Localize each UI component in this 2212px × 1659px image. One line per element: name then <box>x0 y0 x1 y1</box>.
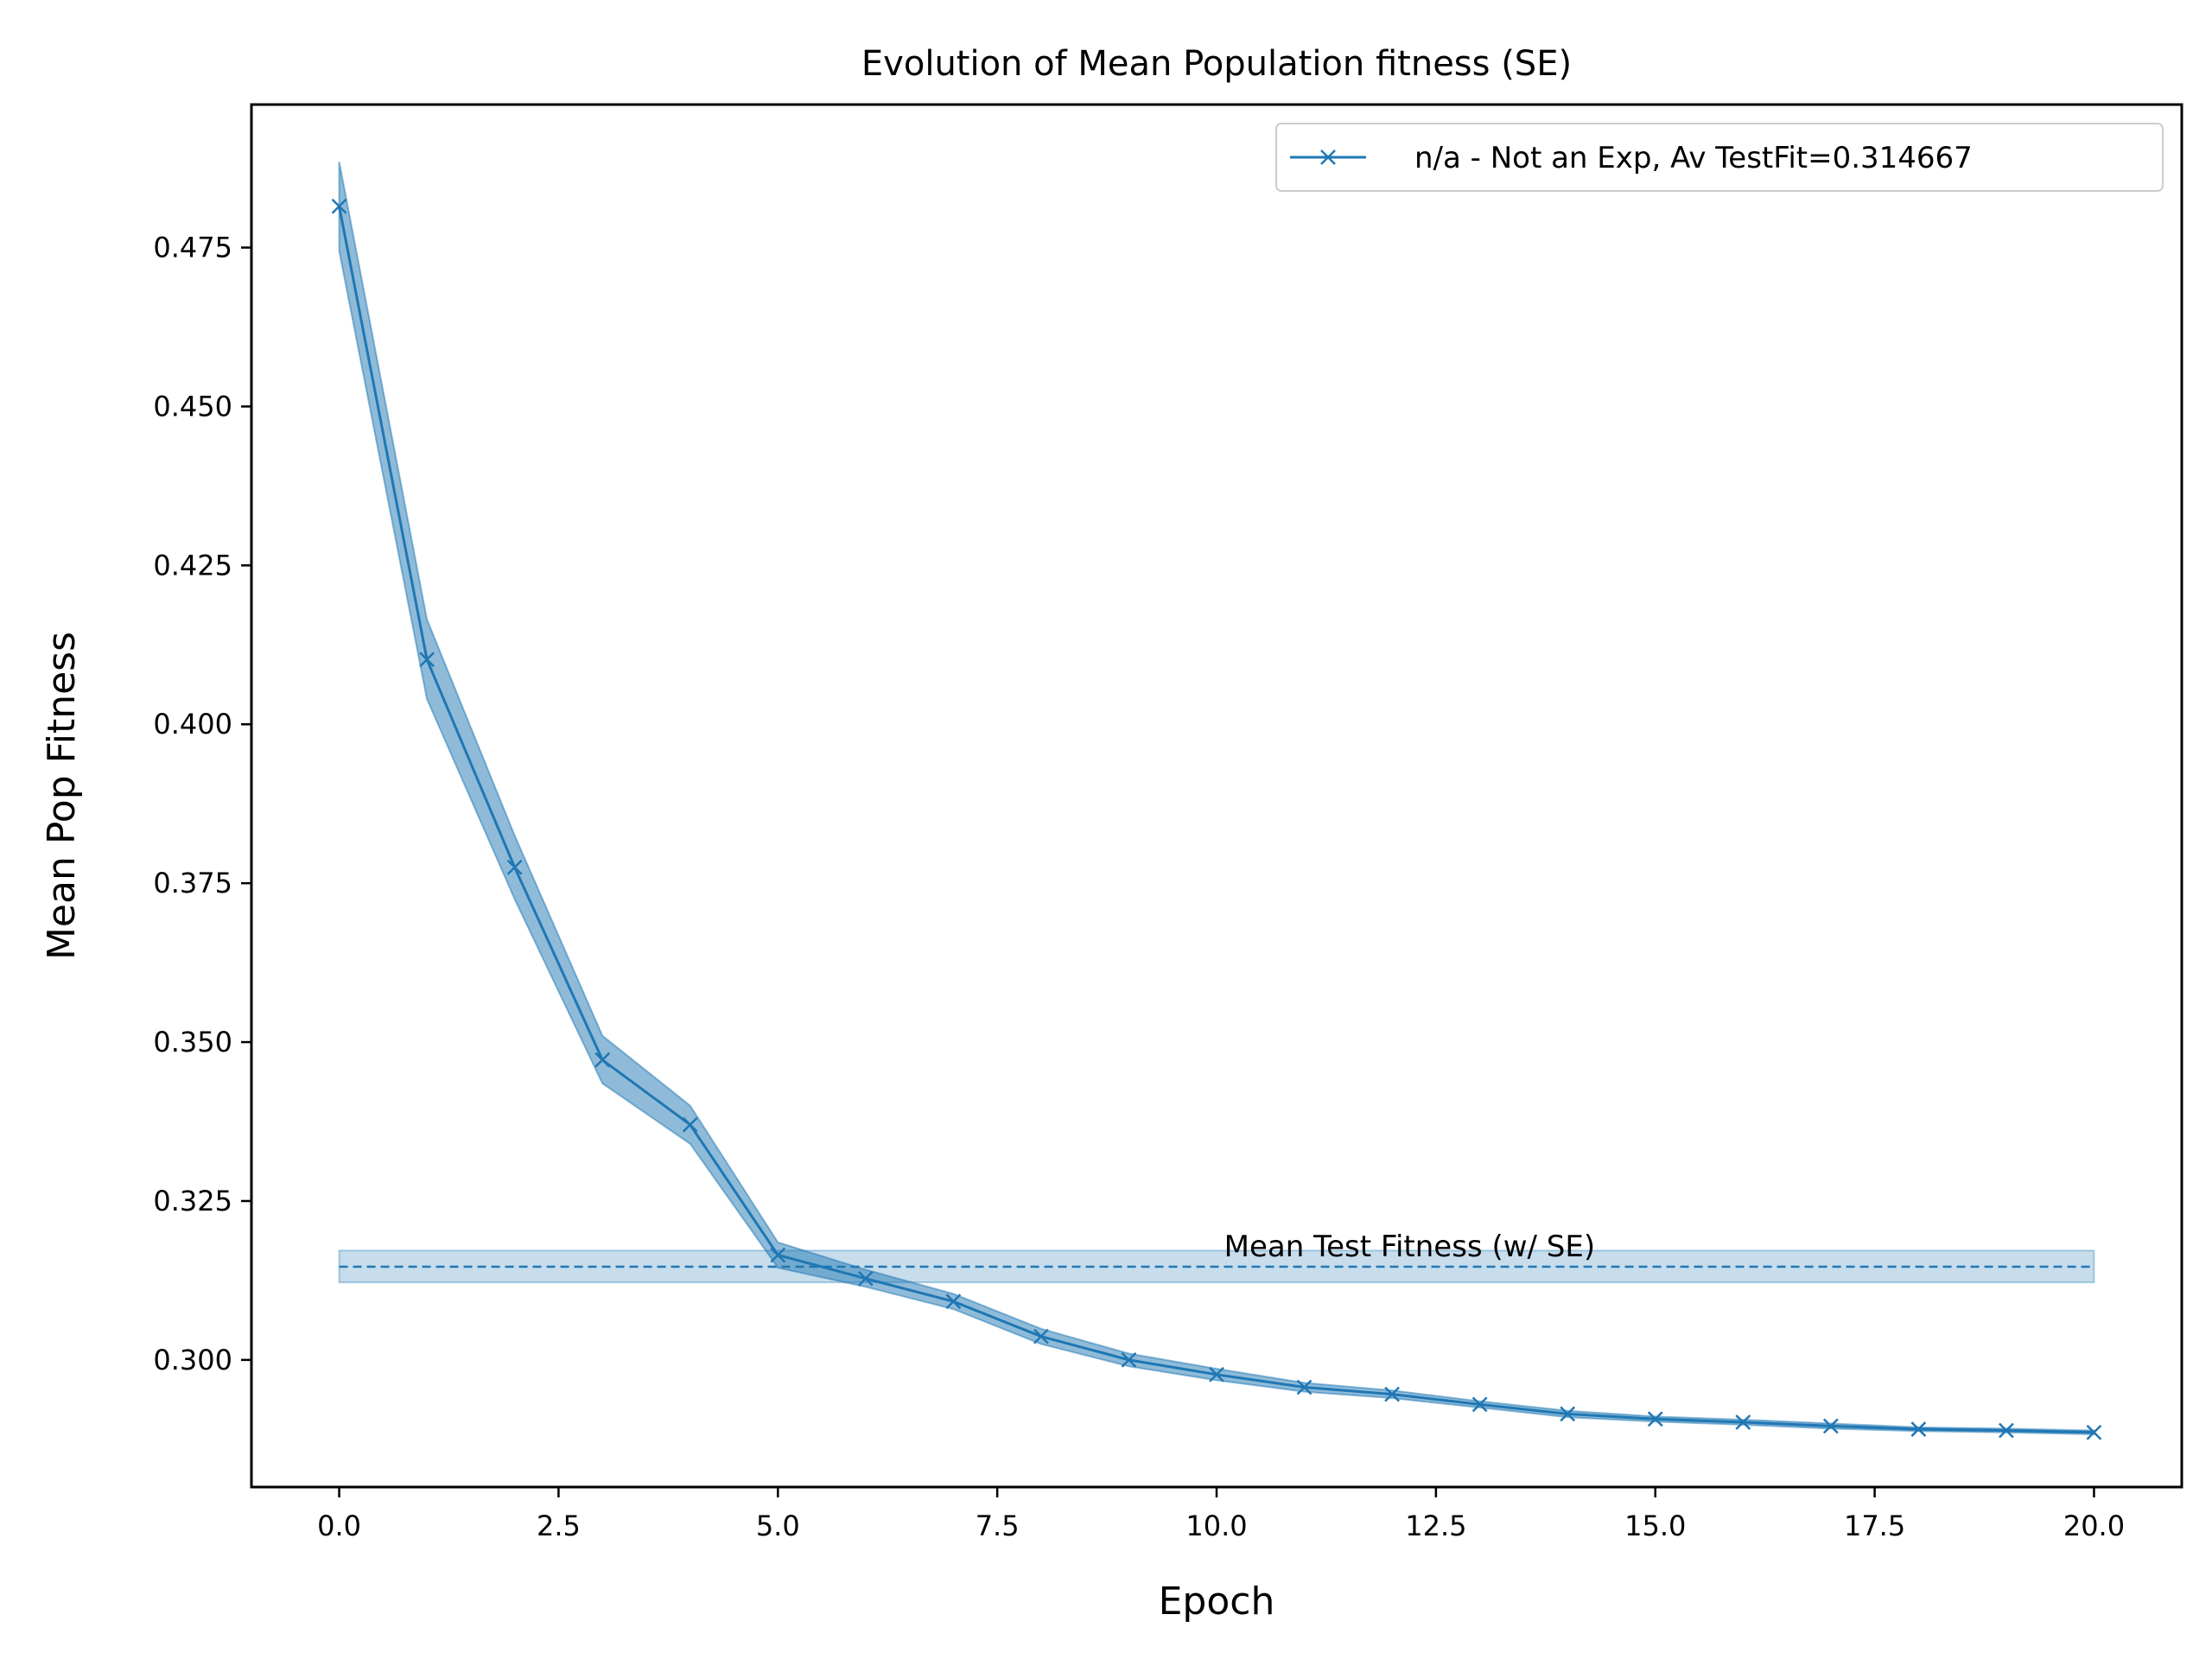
data-point-marker <box>1735 1414 1751 1430</box>
data-point-marker <box>594 1052 611 1068</box>
x-tick-label: 12.5 <box>1405 1510 1466 1542</box>
data-point-marker <box>1033 1328 1049 1344</box>
x-tick-label: 15.0 <box>1624 1510 1686 1542</box>
legend: n/a - Not an Exp, Av TestFit=0.314667 <box>1275 123 2164 192</box>
y-tick-label: 0.400 <box>153 708 232 741</box>
data-point-marker <box>331 198 347 214</box>
x-tick-label: 7.5 <box>976 1510 1020 1542</box>
data-point-marker <box>506 859 523 875</box>
y-tick-label: 0.300 <box>153 1344 232 1376</box>
data-layer: Mean Test Fitness (w/ SE) <box>331 162 2102 1440</box>
data-point-marker <box>1910 1421 1927 1437</box>
data-point-marker <box>419 652 435 668</box>
y-tick-label: 0.425 <box>153 549 232 582</box>
data-point-marker <box>857 1270 874 1287</box>
x-tick-label: 5.0 <box>756 1510 800 1542</box>
x-tick-label: 0.0 <box>317 1510 361 1542</box>
y-tick-label: 0.350 <box>153 1026 232 1058</box>
data-point-marker <box>1822 1418 1839 1434</box>
data-point-marker <box>1209 1366 1224 1382</box>
legend-box <box>1275 123 2164 192</box>
data-point-marker <box>770 1247 786 1263</box>
data-point-marker <box>1560 1406 1576 1422</box>
data-point-marker <box>2086 1424 2102 1440</box>
x-tick-label: 2.5 <box>537 1510 581 1542</box>
legend-marker-swatch <box>1320 149 1336 165</box>
x-tick-label: 10.0 <box>1185 1510 1247 1542</box>
legend-entry-label: n/a - Not an Exp, Av TestFit=0.314667 <box>1414 141 1973 175</box>
data-point-marker <box>945 1294 962 1310</box>
chart-title: Evolution of Mean Population fitness (SE… <box>861 44 1572 84</box>
plot-frame <box>250 103 2183 1489</box>
x-tick-label: 17.5 <box>1844 1510 1905 1542</box>
y-tick-label: 0.375 <box>153 867 232 899</box>
data-point-marker <box>682 1116 698 1133</box>
y-tick-label: 0.325 <box>153 1185 232 1217</box>
data-point-marker <box>1647 1411 1663 1427</box>
data-point-marker <box>1296 1379 1313 1395</box>
data-point-marker <box>1999 1422 2014 1439</box>
reference-line-label: Mean Test Fitness (w/ SE) <box>1224 1230 1595 1264</box>
data-point-marker <box>1384 1386 1400 1402</box>
y-tick-label: 0.450 <box>153 390 232 423</box>
x-axis-label: Epoch <box>1159 1580 1275 1624</box>
data-point-marker <box>1471 1396 1488 1413</box>
x-tick-label: 20.0 <box>2063 1510 2125 1542</box>
y-axis-label: Mean Pop Fitness <box>40 632 84 960</box>
axis-ticks: 0.0 2.5 5.0 7.5 10.0 12.5 15.0 17.5 20.0 0.300 0.3… <box>153 232 2125 1542</box>
data-point-marker <box>1121 1351 1137 1368</box>
y-tick-label: 0.475 <box>153 232 232 264</box>
series-se-band <box>338 162 2095 1435</box>
